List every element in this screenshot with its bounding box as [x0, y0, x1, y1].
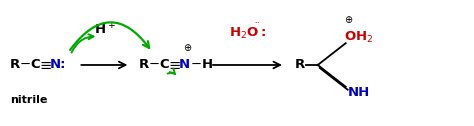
Text: nitrile: nitrile [10, 95, 47, 105]
Text: $\oplus$: $\oplus$ [182, 42, 192, 53]
Text: H$^+$: H$^+$ [94, 23, 116, 38]
FancyArrowPatch shape [70, 22, 149, 50]
Text: R$-$C: R$-$C [138, 58, 171, 71]
Text: $\equiv$: $\equiv$ [166, 57, 182, 72]
Text: OH$_2$: OH$_2$ [344, 30, 373, 45]
FancyArrowPatch shape [72, 34, 93, 53]
Text: $\equiv$: $\equiv$ [36, 57, 52, 72]
Text: $\oplus$: $\oplus$ [344, 14, 353, 25]
Text: N:: N: [50, 58, 66, 71]
Text: R$-$C: R$-$C [9, 58, 41, 71]
FancyArrowPatch shape [168, 69, 175, 74]
Text: R: R [295, 58, 305, 71]
Text: NH: NH [347, 86, 370, 99]
Text: $-$H: $-$H [190, 58, 213, 71]
Text: H$_2$O$\bf{:}$: H$_2$O$\bf{:}$ [229, 26, 266, 41]
Text: N: N [179, 58, 190, 71]
Text: $\ddot{}$: $\ddot{}$ [255, 18, 261, 27]
